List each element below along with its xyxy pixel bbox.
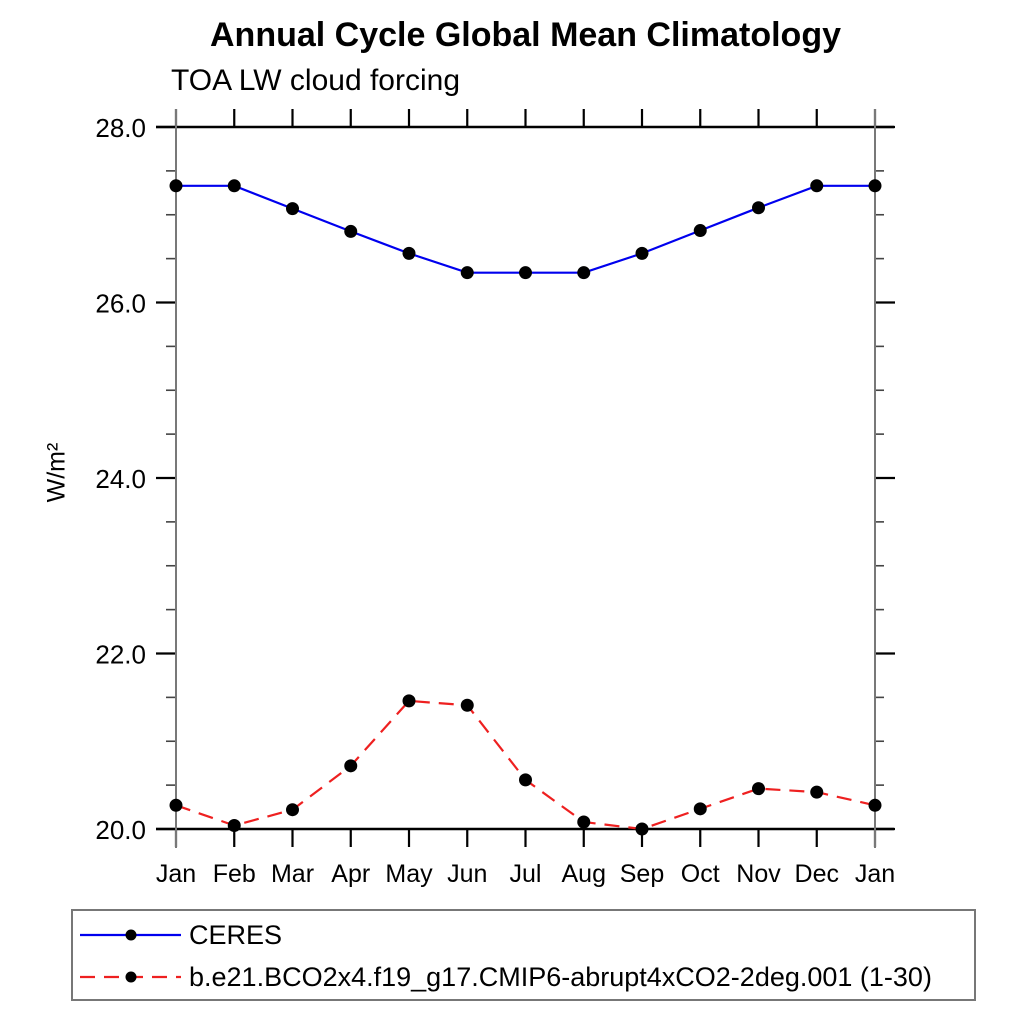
data-point-marker <box>227 179 241 193</box>
data-point-marker <box>344 224 358 238</box>
data-point-marker <box>519 773 532 787</box>
legend-box: CERES b.e21.BCO2x4.f19_g17.CMIP6-abrupt4… <box>71 909 976 1001</box>
series-markers <box>169 179 882 836</box>
y-tick-label: 26.0 <box>95 289 146 319</box>
data-point-marker <box>868 798 882 812</box>
x-tick-label: Mar <box>271 860 314 888</box>
series-line-1 <box>175 699 876 831</box>
x-tick-label: Oct <box>681 860 720 888</box>
legend-item-ceres: CERES <box>73 920 282 950</box>
y-axis-label: W/m² <box>42 442 71 503</box>
legend-line-sample-model <box>80 971 181 983</box>
y-tick-label: 24.0 <box>95 464 146 494</box>
chart-title: Annual Cycle Global Mean Climatology <box>210 16 841 54</box>
x-tick-label: Feb <box>213 860 256 888</box>
x-tick-label: Jul <box>510 860 542 888</box>
x-tick-label: May <box>385 860 433 888</box>
x-tick-label: Jan <box>156 860 196 888</box>
x-tick-label: Jan <box>855 860 895 888</box>
data-point-marker <box>868 179 882 193</box>
y-tick-label: 28.0 <box>95 113 146 143</box>
data-point-marker <box>752 201 765 215</box>
data-point-marker <box>169 798 183 812</box>
data-point-marker <box>635 822 649 836</box>
x-tick-label: Aug <box>562 860 606 888</box>
data-point-marker <box>810 785 824 799</box>
legend-label-model: b.e21.BCO2x4.f19_g17.CMIP6-abrupt4xCO2-2… <box>189 961 932 992</box>
data-point-marker <box>169 179 183 193</box>
data-point-marker <box>460 698 474 712</box>
data-point-marker <box>286 202 299 216</box>
series-line-0 <box>176 184 875 274</box>
data-point-marker <box>577 266 591 280</box>
series-lines <box>175 184 876 831</box>
data-point-marker <box>227 818 241 832</box>
x-tick-label: Jun <box>447 860 487 888</box>
data-point-marker <box>460 266 474 280</box>
data-point-marker <box>402 694 416 708</box>
data-point-marker <box>693 802 707 816</box>
legend-item-model: b.e21.BCO2x4.f19_g17.CMIP6-abrupt4xCO2-2… <box>73 962 932 992</box>
x-tick-label: Sep <box>620 860 664 888</box>
data-point-marker <box>344 759 358 773</box>
y-tick-label: 22.0 <box>95 640 146 670</box>
data-point-marker <box>693 224 707 238</box>
data-point-marker <box>577 815 591 829</box>
y-tick-label: 20.0 <box>95 815 146 845</box>
axis-tick-labels: 20.0 22.0 24.0 26.0 28.0 Jan Feb Mar Apr May Jun Ju… <box>95 113 895 888</box>
data-point-marker <box>286 803 299 817</box>
x-tick-label: Dec <box>795 860 839 888</box>
x-tick-label: Apr <box>331 860 370 888</box>
x-tick-label: Nov <box>736 860 781 888</box>
axis-ticks <box>156 109 895 847</box>
data-point-marker <box>752 782 765 796</box>
legend-line-sample-ceres <box>80 929 181 941</box>
data-point-marker <box>402 246 416 260</box>
axis-frame <box>156 109 894 848</box>
chart-subtitle: TOA LW cloud forcing <box>171 64 461 97</box>
data-point-marker <box>635 246 649 260</box>
data-point-marker <box>810 179 824 193</box>
legend-label-ceres: CERES <box>189 919 283 950</box>
data-point-marker <box>519 266 532 280</box>
